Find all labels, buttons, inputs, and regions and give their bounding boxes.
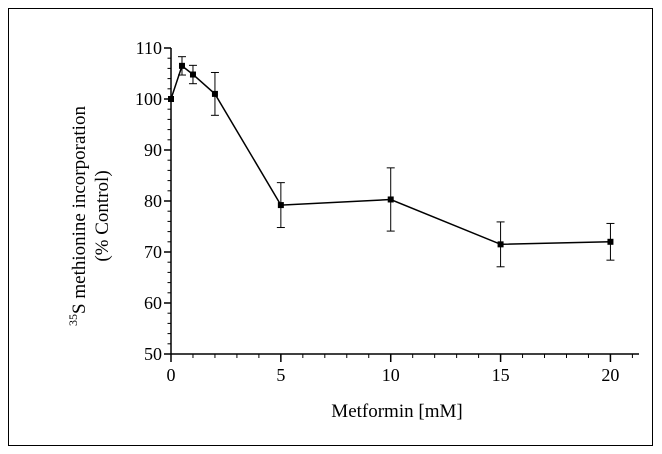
y-tick-label: 100: [135, 89, 162, 109]
x-tick-label: 10: [382, 365, 400, 385]
y-tick-label: 80: [144, 191, 162, 211]
figure-frame: [8, 8, 653, 446]
data-point: [607, 238, 614, 245]
y-axis-title-line2: (% Control): [92, 170, 113, 261]
data-point: [178, 62, 185, 69]
data-point: [189, 71, 196, 78]
data-point: [168, 96, 174, 102]
data-point: [387, 196, 394, 203]
x-tick-label: 15: [492, 365, 510, 385]
y-tick-label: 70: [144, 242, 162, 262]
y-axis-title: 35S methionine incorporation: [66, 106, 90, 326]
svg-text:35S methionine incorporation: 35S methionine incorporation: [66, 106, 90, 326]
x-tick-label: 20: [601, 365, 619, 385]
chart-axes: 50 60 70 80 90 100 110 0 5 10 15 20: [135, 38, 639, 385]
y-axis-title-2: (% Control): [92, 170, 113, 261]
x-tick-label: 0: [167, 365, 176, 385]
y-axis-title-superscript: 35: [66, 314, 80, 326]
data-point: [497, 241, 504, 248]
y-tick-label: 90: [144, 140, 162, 160]
chart-marks: [168, 56, 615, 268]
y-tick-label: 60: [144, 293, 162, 313]
data-point: [277, 202, 284, 209]
x-axis-title: Metformin [mM]: [331, 401, 462, 422]
y-tick-label: 110: [136, 38, 162, 58]
data-point: [211, 90, 218, 97]
y-axis-title-line1: S methionine incorporation: [69, 106, 90, 314]
y-tick-label: 50: [144, 344, 162, 364]
x-tick-label: 5: [276, 365, 285, 385]
